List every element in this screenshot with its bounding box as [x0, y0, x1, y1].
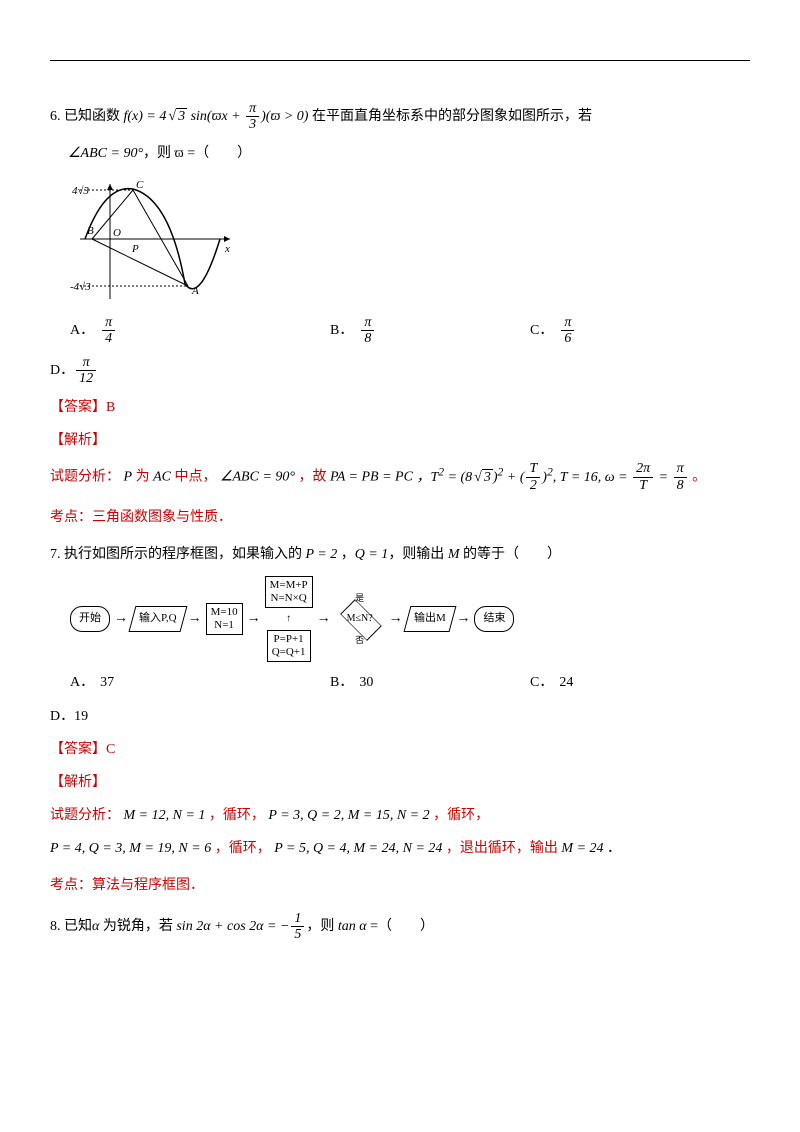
flow-input: 输入P,Q	[129, 606, 188, 632]
q6-opt-d[interactable]: D．π12	[50, 355, 750, 387]
flow-start: 开始	[70, 606, 110, 632]
q7-flowchart: 开始 → 输入P,Q → M=10N=1 → M=M+PN=N×Q ↑ P=P+…	[70, 576, 750, 663]
q6-line2: ∠ABC = 90°，则 ϖ =（ ）	[50, 141, 750, 166]
flow-init: M=10N=1	[206, 603, 243, 635]
q6-pi3-frac: π3	[246, 101, 259, 133]
q6-opt-a[interactable]: A．π4	[70, 315, 330, 347]
flow-increment: P=P+1Q=Q+1	[267, 630, 311, 662]
q6-ana-prefix: 试题分析：	[50, 470, 120, 485]
q6-prefix: 6. 已知函数	[50, 109, 124, 124]
q6-ana-eq1: PA = PB = PC	[330, 470, 413, 485]
q7-opt-c[interactable]: C．24	[530, 670, 690, 695]
q6-graph: 4√3 -4√3 B O P C A x	[70, 174, 750, 309]
q6-ana-period: 。	[692, 470, 706, 485]
q7-ana-line2: P = 4, Q = 3, M = 19, N = 6 ，循环， P = 5, …	[50, 836, 750, 861]
q6-angle: ∠ABC = 90°	[68, 146, 143, 161]
q7-ana-line1: 试题分析： M = 12, N = 1 ，循环， P = 3, Q = 2, M…	[50, 803, 750, 828]
flow-output: 输出M	[403, 606, 456, 632]
q6-func-close: )(ϖ > 0)	[261, 109, 308, 124]
q7-opt-b[interactable]: B．30	[330, 670, 530, 695]
q6-ana-p: P	[124, 470, 133, 485]
arrow-icon: →	[247, 606, 261, 631]
q6-tail1: 在平面直角坐标系中的部分图象如图所示，若	[312, 109, 592, 124]
q6-ana-ac: AC	[153, 470, 171, 485]
q6-ana-ang: ∠ABC = 90°	[220, 470, 295, 485]
arrow-icon: →	[188, 606, 202, 631]
q6-line2b: ，则 ϖ =（ ）	[143, 146, 251, 161]
q6-ana-m1: 为	[136, 470, 154, 485]
svg-text:P: P	[131, 243, 139, 255]
svg-text:B: B	[87, 225, 94, 237]
q6-kaodian: 考点：三角函数图象与性质．	[50, 505, 750, 530]
flow-end: 结束	[474, 606, 514, 632]
q6-answer: 【答案】B	[50, 395, 750, 420]
svg-text:x: x	[224, 243, 230, 255]
arrow-icon: →	[114, 606, 128, 631]
svg-text:C: C	[136, 179, 144, 191]
q8-text: 8. 已知α 为锐角，若 sin 2α + cos 2α = −15，则 tan…	[50, 911, 750, 943]
svg-text:4√3: 4√3	[72, 185, 90, 197]
q7-analysis-label: 【解析】	[50, 770, 750, 795]
flow-update: M=M+PN=N×Q	[265, 576, 313, 608]
q7-opt-a[interactable]: A．37	[70, 670, 330, 695]
arrow-icon: →	[389, 606, 403, 631]
q7-opt-d[interactable]: D．19	[50, 704, 750, 729]
q6-analysis-line: 试题分析： P 为 AC 中点， ∠ABC = 90° ，故 PA = PB =…	[50, 461, 750, 493]
q6-opt-c[interactable]: C．π6	[530, 315, 690, 347]
sqrt3-icon: 3	[166, 104, 187, 129]
flow-condition: M≤N?	[335, 606, 385, 632]
arrow-icon: →	[456, 606, 470, 631]
svg-text:O: O	[113, 227, 121, 239]
q6-analysis-label: 【解析】	[50, 428, 750, 453]
q7-answer: 【答案】C	[50, 737, 750, 762]
q6-ana-m3: ，故	[299, 470, 331, 485]
q6-options-row1: A．π4 B．π8 C．π6	[70, 315, 750, 347]
q7-kaodian: 考点：算法与程序框图．	[50, 873, 750, 898]
q6-line1: 6. 已知函数 f(x) = 43 sin(ϖx + π3)(ϖ > 0) 在平…	[50, 101, 750, 133]
q6-func-sin: sin(ϖx +	[187, 109, 244, 124]
q6-func-lhs: f(x) = 4	[124, 109, 167, 124]
header-divider	[50, 60, 750, 61]
svg-text:A: A	[191, 285, 199, 297]
q7-text: 7. 执行如图所示的程序框图，如果输入的 P = 2 ，Q = 1，则输出 M …	[50, 542, 750, 567]
q6-opt-b[interactable]: B．π8	[330, 315, 530, 347]
svg-text:-4√3: -4√3	[70, 281, 91, 293]
q7-options-row1: A．37 B．30 C．24	[70, 670, 750, 695]
arrow-icon: →	[317, 606, 331, 631]
q6-ana-m2: 中点，	[174, 470, 216, 485]
